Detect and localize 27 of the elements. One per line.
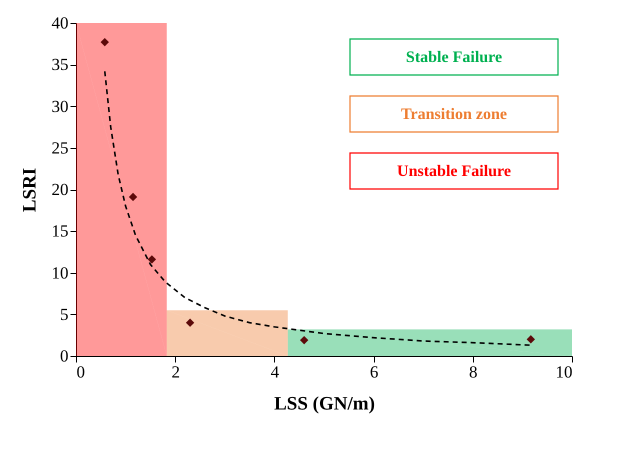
point (100, 38, 109, 46)
point (300, 336, 308, 344)
point (148, 255, 156, 264)
y-tick-label: 30 (52, 96, 68, 116)
y-tick-label: 0 (60, 346, 68, 366)
y-tick-label: 15 (52, 222, 68, 241)
y-tick-label: 40 (52, 14, 68, 32)
x-tick-label: 2 (171, 362, 180, 382)
y-tick-label: 20 (52, 180, 68, 199)
text: Unstable Failure (397, 163, 511, 180)
x-tick-label: 10 (556, 362, 572, 382)
x-tick-label: 6 (370, 362, 378, 382)
x-tick-label: 4 (270, 362, 280, 382)
y-tick-label: 5 (60, 304, 68, 324)
text: Transition zone (401, 106, 507, 123)
point (186, 318, 194, 327)
y-tick-label: 10 (52, 263, 68, 282)
point (128, 192, 138, 202)
point (526, 335, 536, 344)
x-tick-label: 8 (469, 362, 478, 382)
line-series (104, 70, 532, 346)
text: Stable Failure (406, 49, 502, 66)
y-axis-title: LSRI (20, 168, 40, 212)
y-tick-label: 35 (52, 55, 68, 74)
x-tick-label: 0 (76, 362, 85, 382)
x-axis-title: LSS (GN/m) (274, 394, 375, 414)
y-tick-label: 25 (52, 138, 68, 158)
